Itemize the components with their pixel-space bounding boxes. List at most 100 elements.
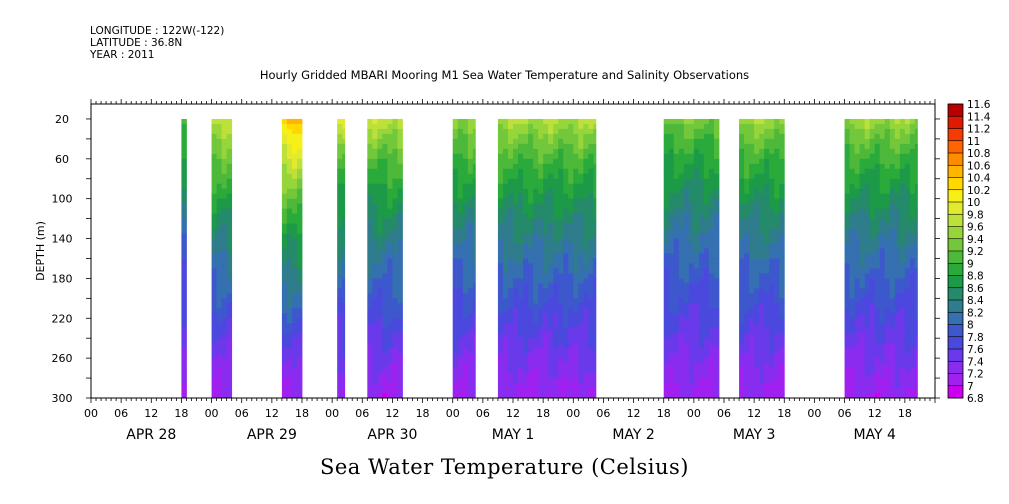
temperature-cell (462, 123, 469, 130)
temperature-cell (216, 148, 223, 155)
temperature-cell (668, 278, 675, 284)
temperature-cell (462, 278, 469, 284)
temperature-cell (849, 233, 856, 239)
temperature-cell (673, 198, 680, 205)
temperature-cell (874, 173, 881, 180)
temperature-cell (286, 298, 293, 304)
temperature-cell (844, 198, 850, 205)
temperature-cell (769, 178, 775, 185)
temperature-cell (764, 333, 770, 339)
temperature-cell (703, 223, 710, 229)
temperature-cell (281, 318, 288, 324)
temperature-cell (879, 218, 886, 224)
temperature-cell (281, 148, 288, 155)
temperature-cell (392, 388, 398, 394)
temperature-cell (497, 188, 504, 195)
temperature-cell (181, 313, 187, 319)
temperature-cell (583, 283, 589, 289)
temperature-cell (764, 243, 770, 249)
temperature-cell (673, 173, 680, 180)
temperature-cell (472, 178, 476, 185)
temperature-cell (774, 253, 780, 259)
temperature-cell (678, 223, 685, 229)
temperature-cell (533, 193, 539, 200)
temperature-cell (899, 318, 906, 324)
temperature-cell (663, 118, 670, 125)
temperature-cell (533, 338, 539, 344)
temperature-cell (698, 208, 705, 215)
temperature-cell (558, 183, 564, 190)
temperature-cell (759, 333, 765, 339)
temperature-cell (291, 253, 298, 259)
temperature-cell (528, 273, 534, 279)
colorbar-swatch (948, 177, 963, 191)
temperature-cell (769, 203, 775, 210)
temperature-cell (573, 313, 579, 319)
temperature-cell (693, 273, 700, 279)
temperature-cell (698, 148, 705, 155)
temperature-cell (749, 308, 755, 314)
temperature-cell (764, 163, 770, 170)
temperature-cell (683, 208, 690, 215)
temperature-cell (779, 138, 785, 145)
temperature-cell (578, 283, 584, 289)
temperature-cell (181, 198, 187, 205)
temperature-cell (703, 208, 710, 215)
temperature-cell (397, 248, 403, 254)
x-tick-label: 06 (114, 407, 128, 420)
temperature-cell (844, 313, 850, 319)
temperature-cell (673, 153, 680, 160)
temperature-cell (457, 388, 464, 394)
temperature-cell (703, 203, 710, 210)
temperature-cell (538, 283, 544, 289)
temperature-cell (452, 313, 459, 319)
temperature-cell (296, 273, 303, 279)
temperature-cell (864, 203, 871, 210)
temperature-cell (281, 333, 288, 339)
temperature-cell (337, 158, 343, 165)
temperature-cell (688, 323, 695, 329)
temperature-cell (291, 393, 298, 399)
temperature-cell (849, 173, 856, 180)
temperature-cell (497, 238, 504, 244)
temperature-cell (668, 353, 675, 359)
temperature-cell (553, 333, 559, 339)
temperature-cell (462, 348, 469, 354)
temperature-cell (578, 278, 584, 284)
temperature-cell (774, 203, 780, 210)
temperature-cell (573, 178, 579, 185)
temperature-cell (909, 283, 916, 289)
temperature-cell (673, 253, 680, 259)
temperature-cell (296, 118, 303, 125)
temperature-cell (683, 368, 690, 374)
temperature-cell (844, 203, 850, 210)
temperature-cell (593, 333, 597, 339)
x-tick-label: 06 (838, 407, 852, 420)
temperature-cell (869, 233, 876, 239)
temperature-cell (296, 178, 303, 185)
temperature-cell (462, 393, 469, 399)
temperature-cell (467, 318, 474, 324)
temperature-cell (588, 338, 594, 344)
temperature-cell (914, 188, 918, 195)
temperature-cell (703, 283, 710, 289)
temperature-cell (683, 138, 690, 145)
temperature-cell (588, 268, 594, 274)
temperature-cell (467, 273, 474, 279)
temperature-cell (462, 148, 469, 155)
temperature-cell (588, 248, 594, 254)
temperature-cell (909, 288, 916, 294)
temperature-cell (769, 258, 775, 264)
temperature-cell (688, 138, 695, 145)
temperature-cell (749, 188, 755, 195)
temperature-cell (367, 343, 373, 349)
temperature-cell (708, 338, 715, 344)
temperature-cell (749, 258, 755, 264)
temperature-cell (749, 318, 755, 324)
temperature-cell (904, 313, 911, 319)
temperature-cell (688, 363, 695, 369)
temperature-cell (533, 163, 539, 170)
temperature-cell (226, 178, 233, 185)
temperature-cell (759, 338, 765, 344)
temperature-cell (382, 183, 388, 190)
